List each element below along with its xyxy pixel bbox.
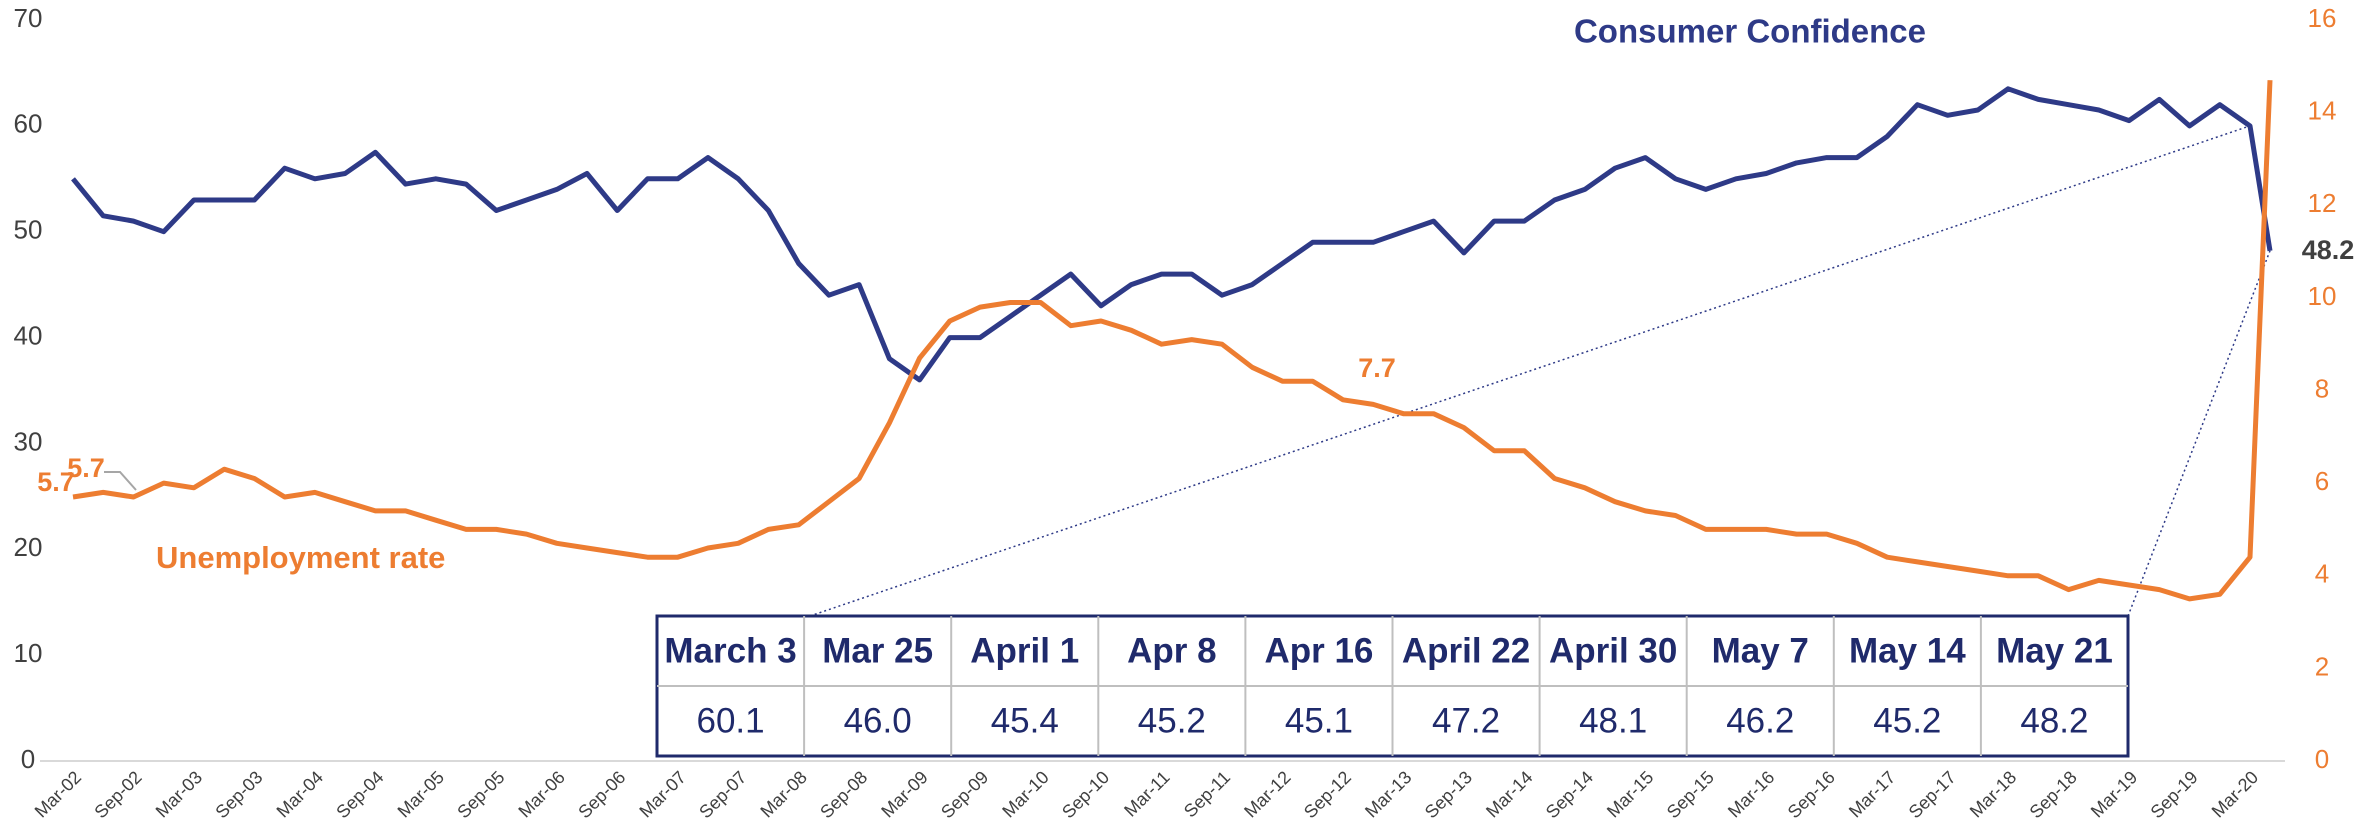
table-cell: 60.1 [696, 701, 764, 740]
x-tick-label: Sep-19 [2147, 767, 2202, 822]
y-tick-label: 40 [14, 320, 43, 350]
x-tick-label: Sep-03 [211, 767, 266, 822]
y2-tick-label: 10 [2308, 281, 2337, 311]
x-tick-label: Sep-07 [695, 767, 750, 822]
x-tick-label: Mar-12 [1240, 767, 1294, 821]
x-tick-label: Mar-09 [877, 767, 931, 821]
x-tick-label: Sep-04 [332, 767, 387, 822]
table-cell: 48.1 [1579, 701, 1647, 740]
y-tick-label: 30 [14, 426, 43, 456]
x-tick-label: Mar-17 [1845, 767, 1899, 821]
y-tick-label: 0 [21, 744, 35, 774]
annotation: 5.7 [37, 467, 75, 497]
x-tick-label: Sep-14 [1542, 767, 1597, 822]
table-header: May 7 [1712, 631, 1809, 670]
table-cell: 48.2 [2020, 701, 2088, 740]
x-tick-label: Sep-08 [816, 767, 871, 822]
x-tick-label: Sep-05 [453, 767, 508, 822]
x-tick-label: Sep-02 [90, 767, 145, 822]
table-cell: 45.1 [1285, 701, 1353, 740]
table-header: Apr 8 [1127, 631, 1216, 670]
x-tick-label: Sep-17 [1905, 767, 1960, 822]
y2-tick-label: 0 [2315, 744, 2329, 774]
x-tick-label: Mar-05 [394, 767, 448, 821]
x-tick-label: Mar-02 [31, 767, 85, 821]
y2-tick-label: 12 [2308, 188, 2337, 218]
table-header: April 22 [1402, 631, 1530, 670]
x-tick-label: Mar-03 [152, 767, 206, 821]
x-tick-label: Sep-13 [1421, 767, 1476, 822]
table-cell: 46.2 [1726, 701, 1794, 740]
annotation: 7.7 [1358, 353, 1396, 383]
x-tick-label: Mar-07 [635, 767, 689, 821]
x-tick-label: Mar-10 [998, 767, 1052, 821]
table-header: Mar 25 [822, 631, 933, 670]
x-tick-label: Mar-08 [756, 767, 810, 821]
table-header: April 30 [1549, 631, 1677, 670]
x-tick-label: Mar-15 [1603, 767, 1657, 821]
table-header: May 14 [1849, 631, 1966, 670]
y-tick-label: 10 [14, 638, 43, 668]
connector [2127, 250, 2271, 617]
x-tick-label: Mar-13 [1361, 767, 1415, 821]
annotation: 5.7 [67, 453, 105, 483]
y2-tick-label: 6 [2315, 466, 2329, 496]
x-tick-label: Mar-16 [1724, 767, 1778, 821]
table-cell: 45.4 [991, 701, 1059, 740]
x-tick-label: Sep-12 [1300, 767, 1355, 822]
y2-tick-label: 8 [2315, 373, 2329, 403]
x-tick-label: Mar-04 [273, 767, 327, 821]
x-tick-label: Sep-06 [574, 767, 629, 822]
table-header: Apr 16 [1264, 631, 1373, 670]
connector [809, 125, 2251, 617]
y2-tick-label: 2 [2315, 651, 2329, 681]
y2-tick-label: 16 [2308, 3, 2337, 33]
table-cell: 45.2 [1873, 701, 1941, 740]
chart-title: Consumer Confidence [1574, 13, 1926, 50]
x-tick-label: Sep-18 [2026, 767, 2081, 822]
table-header: March 3 [664, 631, 796, 670]
table-header: May 21 [1996, 631, 2113, 670]
x-tick-label: Mar-20 [2208, 767, 2262, 821]
x-tick-label: Sep-15 [1663, 767, 1718, 822]
series-line [71, 86, 2273, 383]
series-line [72, 80, 2273, 602]
series-label: Unemployment rate [156, 540, 445, 575]
table-cell: 47.2 [1432, 701, 1500, 740]
table-header: April 1 [970, 631, 1079, 670]
x-tick-label: Sep-16 [1784, 767, 1839, 822]
y-tick-label: 70 [14, 3, 43, 33]
y-tick-label: 60 [14, 109, 43, 139]
y-tick-label: 20 [14, 532, 43, 562]
x-tick-label: Mar-06 [515, 767, 569, 821]
x-tick-label: Sep-09 [937, 767, 992, 822]
x-tick-label: Mar-11 [1120, 767, 1174, 821]
y2-tick-label: 14 [2308, 96, 2337, 126]
x-tick-label: Mar-14 [1482, 767, 1536, 821]
table-cell: 45.2 [1138, 701, 1206, 740]
x-tick-label: Sep-10 [1058, 767, 1113, 822]
y2-tick-label: 4 [2315, 559, 2329, 589]
table-cell: 46.0 [844, 701, 912, 740]
leader [104, 471, 137, 491]
x-tick-label: Sep-11 [1180, 767, 1234, 821]
x-tick-label: Mar-19 [2087, 767, 2141, 821]
y-tick-label: 50 [14, 215, 43, 245]
x-tick-label: Mar-18 [1966, 767, 2020, 821]
annotation: 48.2 [2302, 235, 2355, 265]
